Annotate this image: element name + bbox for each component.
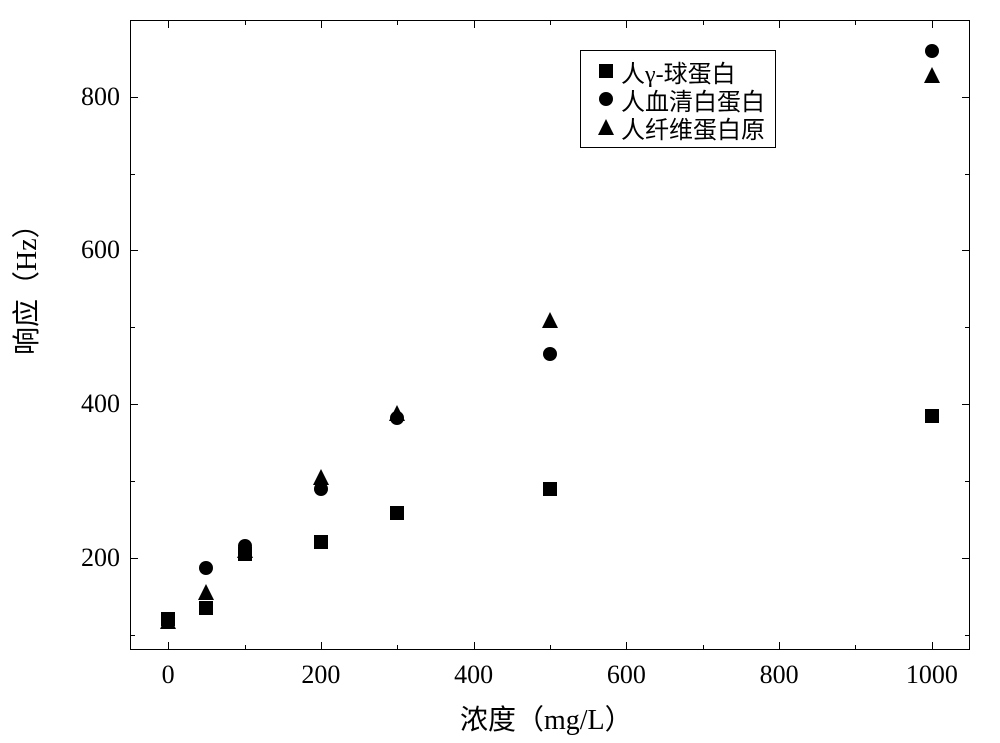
y-minor-tick (130, 327, 135, 328)
data-point (543, 482, 557, 496)
square-icon (591, 64, 621, 78)
x-tick-top (779, 20, 780, 28)
x-minor-tick (550, 645, 551, 650)
data-point (198, 584, 214, 600)
data-point (542, 312, 558, 328)
x-tick (168, 642, 169, 650)
x-minor-tick-top (245, 20, 246, 25)
y-tick-right (962, 558, 970, 559)
data-point (160, 613, 176, 629)
data-point (313, 469, 329, 485)
y-tick-right (962, 97, 970, 98)
triangle-icon (591, 119, 621, 135)
x-tick-top (932, 20, 933, 28)
x-tick (626, 642, 627, 650)
y-minor-tick (130, 174, 135, 175)
x-tick-label: 400 (454, 660, 493, 690)
y-tick (130, 404, 138, 405)
x-tick-top (168, 20, 169, 28)
y-tick (130, 558, 138, 559)
legend-label: 人纤维蛋白原 (621, 110, 765, 145)
data-point (925, 409, 939, 423)
y-minor-tick-right (965, 327, 970, 328)
y-tick-right (962, 250, 970, 251)
x-tick-top (626, 20, 627, 28)
data-point (390, 506, 404, 520)
y-minor-tick-right (965, 174, 970, 175)
y-tick-label: 600 (75, 235, 120, 265)
y-tick-label: 800 (75, 82, 120, 112)
y-minor-tick-right (965, 481, 970, 482)
y-tick (130, 97, 138, 98)
x-minor-tick (245, 645, 246, 650)
x-tick (321, 642, 322, 650)
x-minor-tick (703, 645, 704, 650)
data-point (925, 44, 939, 58)
x-minor-tick-top (397, 20, 398, 25)
y-tick-right (962, 404, 970, 405)
x-tick (779, 642, 780, 650)
y-minor-tick (130, 635, 135, 636)
y-minor-tick (130, 481, 135, 482)
scatter-chart: 响应（Hz） 浓度（mg/L） 人γ-球蛋白人血清白蛋白人纤维蛋白原 0 200 4… (0, 0, 1000, 743)
legend: 人γ-球蛋白人血清白蛋白人纤维蛋白原 (580, 50, 776, 148)
x-tick-top (474, 20, 475, 28)
data-point (924, 67, 940, 83)
x-minor-tick-top (855, 20, 856, 25)
x-tick-label: 600 (607, 660, 646, 690)
data-point (543, 347, 557, 361)
x-tick-label: 1000 (906, 660, 958, 690)
x-tick (932, 642, 933, 650)
legend-item: 人纤维蛋白原 (591, 113, 765, 141)
plot-area (130, 20, 970, 650)
circle-icon (591, 92, 621, 106)
x-axis-label: 浓度（mg/L） (460, 698, 633, 738)
x-tick-label: 800 (760, 660, 799, 690)
x-tick (474, 642, 475, 650)
x-minor-tick-top (703, 20, 704, 25)
x-minor-tick (855, 645, 856, 650)
x-tick-top (321, 20, 322, 28)
y-minor-tick-right (965, 635, 970, 636)
y-tick (130, 250, 138, 251)
data-point (389, 405, 405, 421)
x-tick-label: 200 (301, 660, 340, 690)
y-tick-label: 400 (75, 389, 120, 419)
y-axis-label: 响应（Hz） (5, 325, 45, 355)
x-minor-tick-top (550, 20, 551, 25)
data-point (199, 601, 213, 615)
x-tick-label: 0 (162, 660, 175, 690)
data-point (237, 542, 253, 558)
x-minor-tick (397, 645, 398, 650)
y-tick-label: 200 (75, 543, 120, 573)
data-point (314, 535, 328, 549)
data-point (199, 561, 213, 575)
